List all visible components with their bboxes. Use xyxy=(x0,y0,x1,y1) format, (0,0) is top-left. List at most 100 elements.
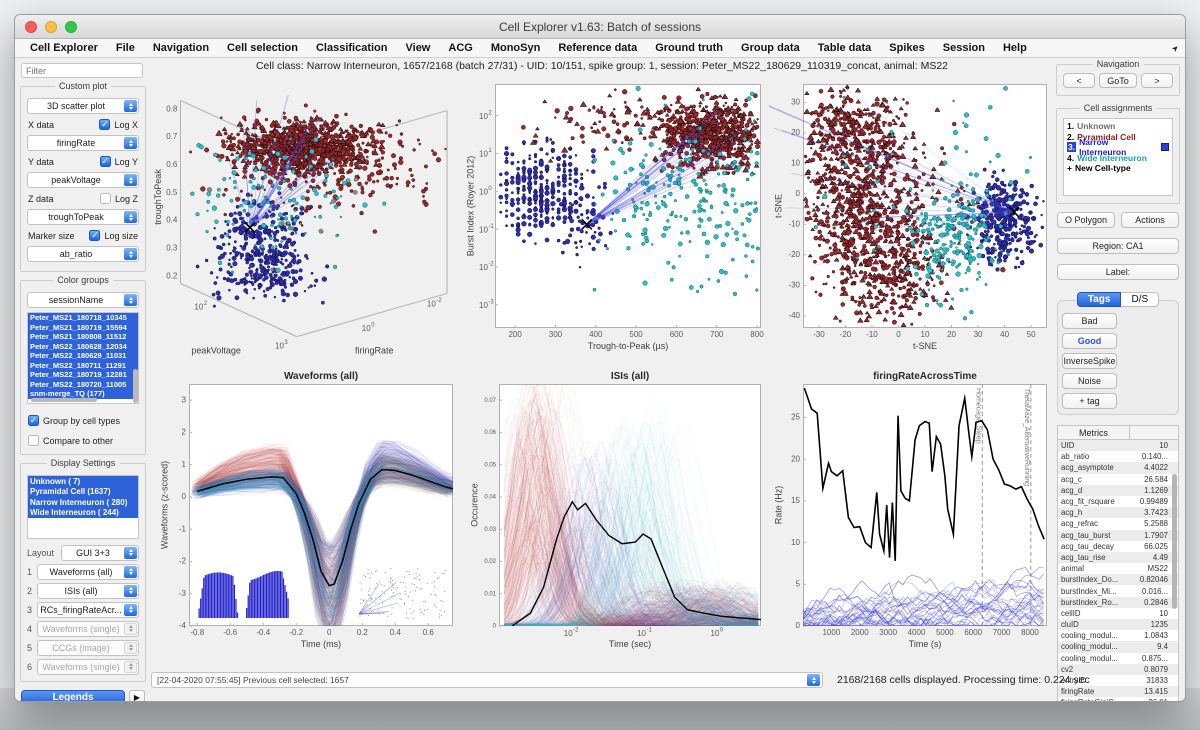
metric-row-cooling-modul[interactable]: cooling_modul... 1.0843 xyxy=(1058,630,1178,641)
plot-isis-all-canvas[interactable] xyxy=(461,368,769,662)
plot-tsne[interactable] xyxy=(769,76,1055,364)
session-list-item[interactable]: Peter_MS21_180718_10345 xyxy=(28,313,138,323)
group-by-cell-types-checkbox[interactable]: ✓ Group by cell types xyxy=(28,415,121,426)
close-window-icon[interactable] xyxy=(25,21,37,33)
metric-row-acg-tau-decay[interactable]: acg_tau_decay 66.025 xyxy=(1058,541,1178,552)
session-list-item[interactable]: Peter_MS22_180628_12034 xyxy=(28,341,138,351)
label-button[interactable]: Label: xyxy=(1057,264,1179,280)
metric-row-acg-c[interactable]: acg_c 26.584 xyxy=(1058,474,1178,485)
message-log-combo[interactable]: [22-04-2020 07:55:45] Previous cell sele… xyxy=(151,672,823,688)
plot-firing-rate-across-time[interactable] xyxy=(769,368,1055,662)
metric-row-uid[interactable]: UID 10 xyxy=(1058,440,1178,452)
metric-row-acg-tau-burst[interactable]: acg_tau_burst 1.7907 xyxy=(1058,529,1178,541)
session-list-scrollbar[interactable] xyxy=(133,369,138,403)
metric-row-cluid[interactable]: cluID 1235 xyxy=(1058,619,1178,631)
assignment-pyramidal-cell[interactable]: 2. Pyramidal Cell xyxy=(1064,132,1172,143)
menu-help[interactable]: Help xyxy=(1002,42,1027,54)
menu-acg[interactable]: ACG xyxy=(448,42,473,54)
log-y-checkbox[interactable]: ✓ Log Y xyxy=(99,156,138,167)
metrics-scrollbar[interactable] xyxy=(1172,474,1177,609)
log-z-checkbox[interactable]: Log Z xyxy=(99,193,138,204)
session-list-item[interactable]: Peter_MS22_180719_12281 xyxy=(28,370,138,380)
color-groups-dropdown[interactable]: sessionName xyxy=(27,292,139,308)
plot-slot-dropdown-1[interactable]: Waveforms (all) xyxy=(37,563,139,580)
actions-button[interactable]: Actions xyxy=(1121,212,1179,228)
layout-dropdown[interactable]: GUI 3+3 xyxy=(61,544,139,561)
tag-button-inversespike[interactable]: InverseSpike xyxy=(1062,353,1117,369)
menu-ground-truth[interactable]: Ground truth xyxy=(655,42,724,54)
tab-tags[interactable]: Tags xyxy=(1076,292,1122,307)
metric-row-acg-h[interactable]: acg_h 3.7423 xyxy=(1058,507,1178,519)
legends-button[interactable]: Legends xyxy=(21,690,125,701)
menu-table-data[interactable]: Table data xyxy=(817,42,872,54)
plot-waveforms-all[interactable] xyxy=(151,368,461,662)
plot-trough-vs-burstindex[interactable] xyxy=(461,76,769,364)
z-data-dropdown[interactable]: troughToPeak xyxy=(27,209,139,225)
cell-type-item[interactable]: Wide Interneuron ( 244) xyxy=(28,507,138,518)
log-x-checkbox[interactable]: ✓ Log X xyxy=(99,119,138,130)
session-list-item[interactable]: Peter_MS21_180808_11512 xyxy=(28,332,138,342)
menu-file[interactable]: File xyxy=(115,42,135,54)
tag-button-bad[interactable]: Bad xyxy=(1062,313,1117,329)
x-data-dropdown[interactable]: firingRate xyxy=(27,135,139,151)
session-list-item[interactable]: Peter_MS22_180720_11005 xyxy=(28,379,138,389)
cell-type-item[interactable]: Unknown ( 7) xyxy=(28,476,138,487)
menu-view[interactable]: View xyxy=(405,42,431,54)
plot-trough-vs-burstindex-canvas[interactable] xyxy=(461,76,769,364)
session-listbox[interactable]: Peter_MS21_180718_10345 Peter_MS21_180719… xyxy=(27,312,139,404)
cell-type-item[interactable]: Narrow Interneuron ( 280) xyxy=(28,497,138,508)
metric-row-entryid[interactable]: entryID 31833 xyxy=(1058,675,1178,686)
assignment-narrow-interneuron[interactable]: 3. Narrow Interneuron xyxy=(1064,137,1172,157)
log-size-checkbox[interactable]: ✓ Log size xyxy=(89,230,138,241)
metric-row-firingrateginic[interactable]: firingRateGiniC...-26.01 xyxy=(1058,697,1178,701)
plot-firing-rate-across-time-canvas[interactable] xyxy=(769,368,1055,662)
metric-row-burstindex-ro[interactable]: burstIndex_Ro... 0.2846 xyxy=(1058,596,1178,608)
tag-button-noise[interactable]: Noise xyxy=(1062,373,1117,389)
metrics-header[interactable]: Metrics xyxy=(1058,426,1130,439)
menu-navigation[interactable]: Navigation xyxy=(152,42,210,54)
plot-custom-3d-scatter-canvas[interactable] xyxy=(151,76,461,364)
menu-cell-explorer[interactable]: Cell Explorer xyxy=(30,42,98,54)
tag-button-good[interactable]: Good xyxy=(1062,333,1117,349)
metric-row-burstindex-do[interactable]: burstIndex_Do... 0.82046 xyxy=(1058,574,1178,586)
assignment-new-cell-type[interactable]: + New Cell-type xyxy=(1064,163,1172,174)
custom-plot-type-dropdown[interactable]: 3D scatter plot xyxy=(27,98,139,114)
plot-custom-3d-scatter[interactable] xyxy=(151,76,461,364)
menu-group-data[interactable]: Group data xyxy=(741,42,800,54)
metric-row-cooling-modul[interactable]: cooling_modul... 9.4 xyxy=(1058,641,1178,653)
plot-slot-dropdown-3[interactable]: RCs_firingRateAcr... xyxy=(37,601,139,618)
metric-row-acg-asymptote[interactable]: acg_asymptote 4.4022 xyxy=(1058,462,1178,474)
filter-input[interactable] xyxy=(21,63,143,78)
cell-types-listbox[interactable]: Unknown ( 7) Pyramidal Cell (1637) Narrow … xyxy=(27,475,139,539)
title-bar[interactable]: Cell Explorer v1.63: Batch of sessions xyxy=(15,15,1185,39)
session-list-item[interactable]: Peter_MS21_180719_15594 xyxy=(28,322,138,332)
metric-row-cv2[interactable]: cv2 0.8079 xyxy=(1058,663,1178,675)
assignment-wide-interneuron[interactable]: 4. Wide Interneuron xyxy=(1064,153,1172,164)
previous-cell-button[interactable]: < xyxy=(1063,73,1095,88)
polygon-button[interactable]: O Polygon xyxy=(1057,212,1115,228)
zoom-window-icon[interactable] xyxy=(65,21,77,33)
next-cell-button[interactable]: > xyxy=(1141,73,1173,88)
metric-row-burstindex-mi[interactable]: burstIndex_Mi... 0.016... xyxy=(1058,585,1178,596)
session-list-item[interactable]: snm-merge_TQ (177) xyxy=(28,389,138,399)
session-list-hscrollbar[interactable] xyxy=(31,398,97,402)
session-list-item[interactable]: Peter_MS22_180711_11291 xyxy=(28,360,138,370)
metric-row-cellid[interactable]: cellID 10 xyxy=(1058,608,1178,619)
menu-overflow-icon[interactable]: ➤ xyxy=(1170,42,1182,54)
session-list-item[interactable]: Peter_MS22_180629_11031 xyxy=(28,351,138,361)
menu-cell-selection[interactable]: Cell selection xyxy=(227,42,298,54)
cell-type-item[interactable]: Pyramidal Cell (1637) xyxy=(28,486,138,497)
metric-row-acg-tau-rise[interactable]: acg_tau_rise 4.49 xyxy=(1058,551,1178,564)
metric-row-animal[interactable]: animal MS22 xyxy=(1058,563,1178,574)
region-button[interactable]: Region: CA1 xyxy=(1057,238,1179,254)
metric-row-firingrate[interactable]: firingRate 13.415 xyxy=(1058,686,1178,698)
metric-row-cooling-modul[interactable]: cooling_modul... 0.875... xyxy=(1058,653,1178,664)
metric-row-acg-fit-rsquare[interactable]: acg_fit_rsquare 0.99489 xyxy=(1058,496,1178,507)
menu-classification[interactable]: Classification xyxy=(315,42,388,54)
menu-reference-data[interactable]: Reference data xyxy=(558,42,638,54)
menu-monosyn[interactable]: MonoSyn xyxy=(490,42,541,54)
minimize-window-icon[interactable] xyxy=(45,21,57,33)
plot-slot-dropdown-2[interactable]: ISIs (all) xyxy=(37,582,139,599)
plot-tsne-canvas[interactable] xyxy=(769,76,1055,364)
tab-ds[interactable]: D/S xyxy=(1121,292,1160,307)
